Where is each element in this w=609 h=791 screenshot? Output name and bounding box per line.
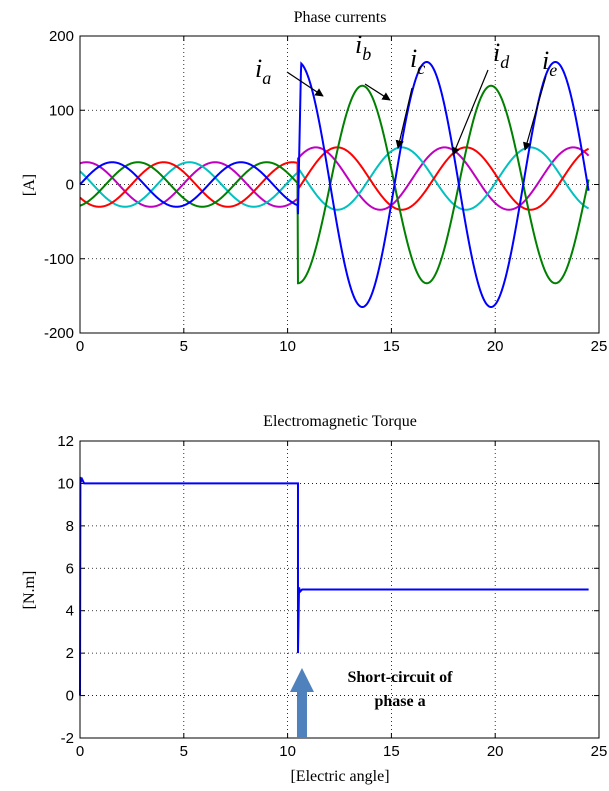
label-arrow-a	[286, 71, 324, 97]
label-subscript: a	[262, 68, 271, 88]
chart-title: Electromagnetic Torque	[263, 413, 417, 430]
y-tick-label: 0	[66, 688, 74, 705]
series-lines	[79, 476, 589, 696]
torque-chart: Electromagnetic Torque 0 5 10 15 20 25-202468…	[21, 413, 607, 785]
series-line-c	[79, 146, 590, 211]
label-arrow-d	[451, 69, 489, 156]
annotation: Short-circuit of phase a	[289, 668, 453, 738]
y-tick-label: 0	[66, 177, 74, 194]
label-subscript: d	[500, 52, 510, 72]
series-line-d	[79, 146, 590, 211]
y-tick-label: 200	[49, 28, 74, 45]
label-base: i	[542, 46, 549, 75]
x-tick-label: 0	[76, 338, 84, 355]
short-circuit-arrow	[289, 668, 314, 738]
tick-labels: 0 5 10 15 20 25 -200 -100 0 100 200	[44, 28, 607, 355]
y-tick-label: 100	[49, 102, 74, 119]
x-tick-label: 10	[279, 338, 296, 355]
label-arrow-e	[523, 75, 547, 151]
label-base: i	[355, 30, 362, 59]
x-tick-label: 15	[383, 743, 400, 760]
label-subscript: e	[549, 60, 557, 80]
plot-frame	[79, 440, 600, 739]
current-label-e: ie	[542, 46, 557, 80]
x-tick-label: 20	[487, 338, 504, 355]
series-line-b	[79, 84, 590, 285]
series-line-e	[79, 146, 590, 211]
label-arrow-c	[395, 87, 413, 149]
x-tick-label: 10	[279, 743, 296, 760]
x-tick-label: 25	[591, 338, 608, 355]
label-subscript: b	[362, 44, 371, 64]
y-axis-label: [A]	[21, 174, 38, 196]
plot-frame	[79, 35, 600, 334]
y-tick-label: 2	[66, 645, 74, 662]
y-tick-label: -100	[44, 251, 74, 268]
y-tick-label: 10	[57, 475, 74, 492]
y-tick-label: -2	[61, 730, 74, 747]
chart-title: Phase currents	[294, 9, 387, 26]
current-label-b: ib	[355, 30, 371, 64]
x-tick-label: 20	[487, 743, 504, 760]
y-axis-label: [N.m]	[21, 571, 38, 610]
y-tick-label: 4	[66, 603, 74, 620]
y-tick-label: -200	[44, 325, 74, 342]
series-line-torque	[79, 476, 589, 696]
x-tick-label: 5	[180, 743, 188, 760]
current-label-c: ic	[410, 44, 425, 78]
annotation-line-2: phase a	[374, 693, 425, 710]
series-line-a	[79, 60, 590, 309]
label-arrow-b	[364, 83, 391, 101]
label-base: i	[410, 44, 417, 73]
label-base: i	[493, 38, 500, 67]
annotation-line-1: Short-circuit of	[347, 669, 453, 686]
series-lines	[79, 60, 590, 309]
label-subscript: c	[417, 58, 425, 78]
x-tick-label: 5	[180, 338, 188, 355]
phase-currents-chart: Phase currents 0 5 10 15 20 25 -200 -100 0 100 200…	[21, 9, 607, 355]
x-tick-label: 15	[383, 338, 400, 355]
label-base: i	[255, 54, 262, 83]
current-label-d: id	[493, 38, 510, 72]
x-tick-label: 25	[591, 743, 608, 760]
y-tick-label: 8	[66, 518, 74, 535]
y-tick-label: 12	[57, 433, 74, 450]
current-label-a: ia	[255, 54, 271, 88]
y-tick-label: 6	[66, 560, 74, 577]
x-axis-label: [Electric angle]	[290, 768, 389, 785]
x-tick-label: 0	[76, 743, 84, 760]
